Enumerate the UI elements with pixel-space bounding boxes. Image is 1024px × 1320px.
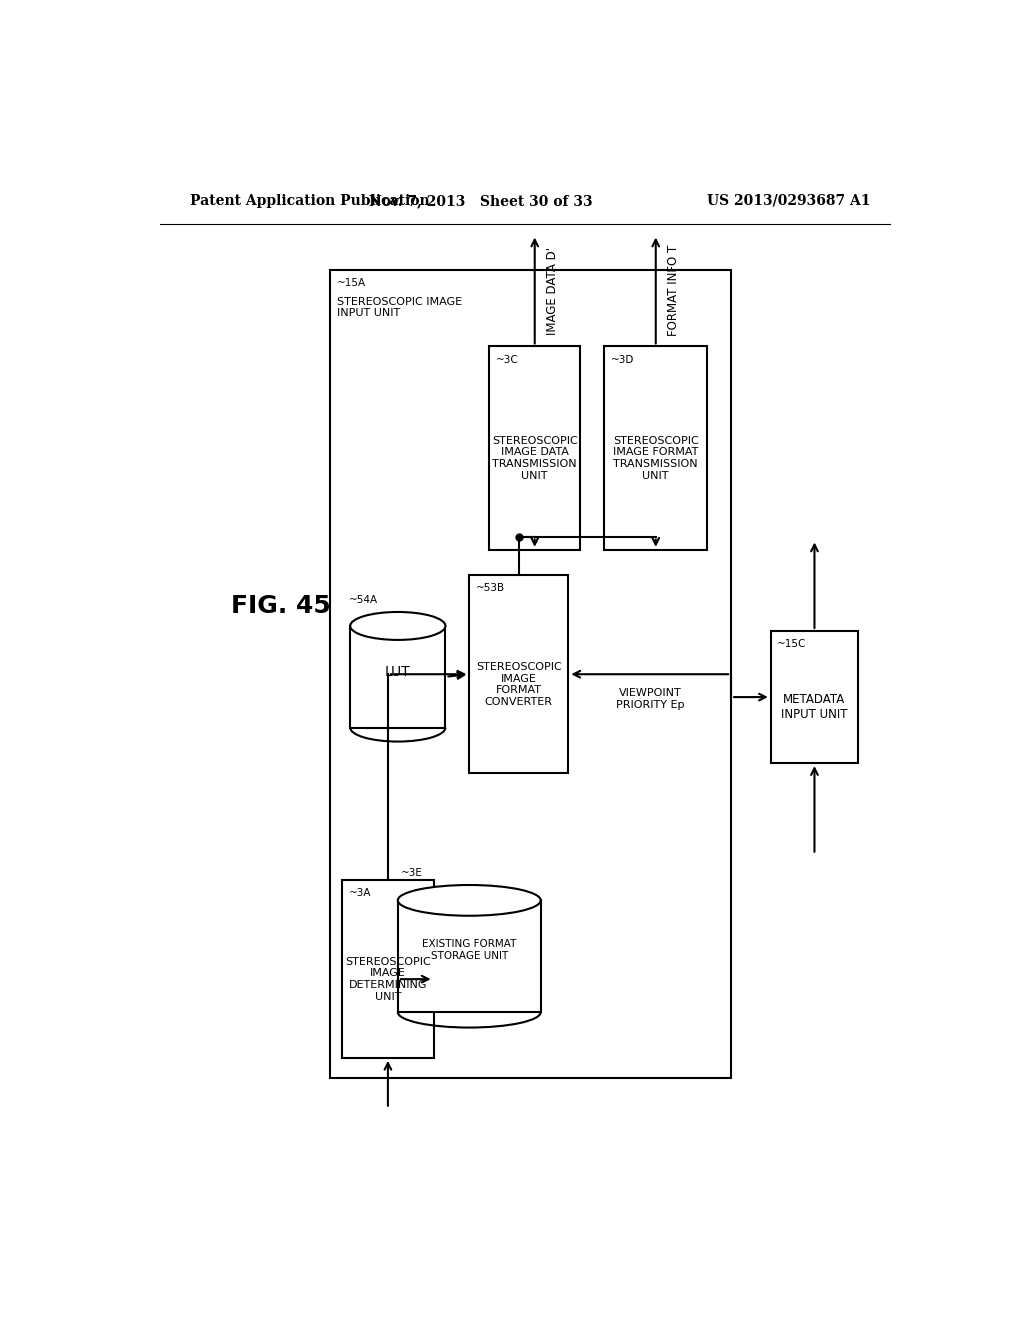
Text: FORMAT INFO T: FORMAT INFO T [667,246,680,337]
Bar [350,626,445,727]
Text: EXISTING FORMAT
STORAGE UNIT: EXISTING FORMAT STORAGE UNIT [422,940,516,961]
Text: STEREOSCOPIC
IMAGE
FORMAT
CONVERTER: STEREOSCOPIC IMAGE FORMAT CONVERTER [476,663,562,706]
Text: STEREOSCOPIC
IMAGE FORMAT
TRANSMISSION
UNIT: STEREOSCOPIC IMAGE FORMAT TRANSMISSION U… [613,436,698,480]
Bar [489,346,581,549]
Text: STEREOSCOPIC
IMAGE DATA
TRANSMISSION
UNIT: STEREOSCOPIC IMAGE DATA TRANSMISSION UNI… [492,436,578,480]
Bar [771,631,858,763]
Text: VIEWPOINT
PRIORITY Ep: VIEWPOINT PRIORITY Ep [615,689,684,710]
Text: ~3C: ~3C [496,355,518,364]
Bar [331,271,731,1078]
Bar [342,880,433,1057]
Text: LUT: LUT [385,665,411,678]
Text: METADATA
INPUT UNIT: METADATA INPUT UNIT [781,693,848,721]
Ellipse shape [350,612,445,640]
Ellipse shape [397,884,541,916]
Text: ~15C: ~15C [777,639,807,649]
Text: Patent Application Publication: Patent Application Publication [189,194,429,209]
Text: ~3E: ~3E [401,867,423,878]
Text: ~3D: ~3D [610,355,634,364]
Text: ~3A: ~3A [348,888,371,898]
Text: ~54A: ~54A [348,594,378,605]
Text: FIG. 45: FIG. 45 [231,594,331,618]
Text: STEREOSCOPIC
IMAGE
DETERMINING
UNIT: STEREOSCOPIC IMAGE DETERMINING UNIT [345,957,431,1002]
Text: IMAGE DATA D': IMAGE DATA D' [546,247,559,334]
Text: ~53B: ~53B [475,583,505,593]
Text: US 2013/0293687 A1: US 2013/0293687 A1 [707,194,870,209]
Text: Nov. 7, 2013   Sheet 30 of 33: Nov. 7, 2013 Sheet 30 of 33 [370,194,593,209]
Text: ~15A: ~15A [337,279,366,288]
Bar [397,900,541,1012]
Bar [604,346,708,549]
Bar [469,576,568,774]
Text: STEREOSCOPIC IMAGE
INPUT UNIT: STEREOSCOPIC IMAGE INPUT UNIT [337,297,462,318]
